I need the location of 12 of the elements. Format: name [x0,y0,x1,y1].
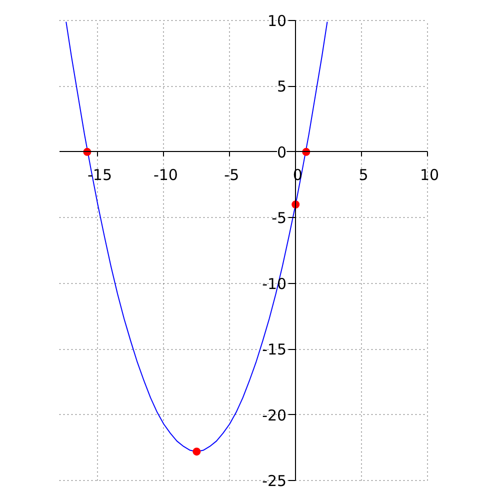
y-tick-label: -20 [262,406,287,424]
x-tick-label: -10 [153,166,178,184]
y-tick-label: -15 [262,340,287,359]
y-tick-label: 10 [268,12,287,30]
point [192,448,201,456]
y-tick-label: 0 [277,143,287,162]
x-tick-label: 5 [358,166,368,184]
x-tick-label: -5 [224,166,240,184]
y-tick-label: -25 [262,472,287,490]
y-tick-label: 5 [277,78,287,96]
y-tick-label: -5 [272,209,287,228]
x-tick-label: 10 [420,166,440,184]
